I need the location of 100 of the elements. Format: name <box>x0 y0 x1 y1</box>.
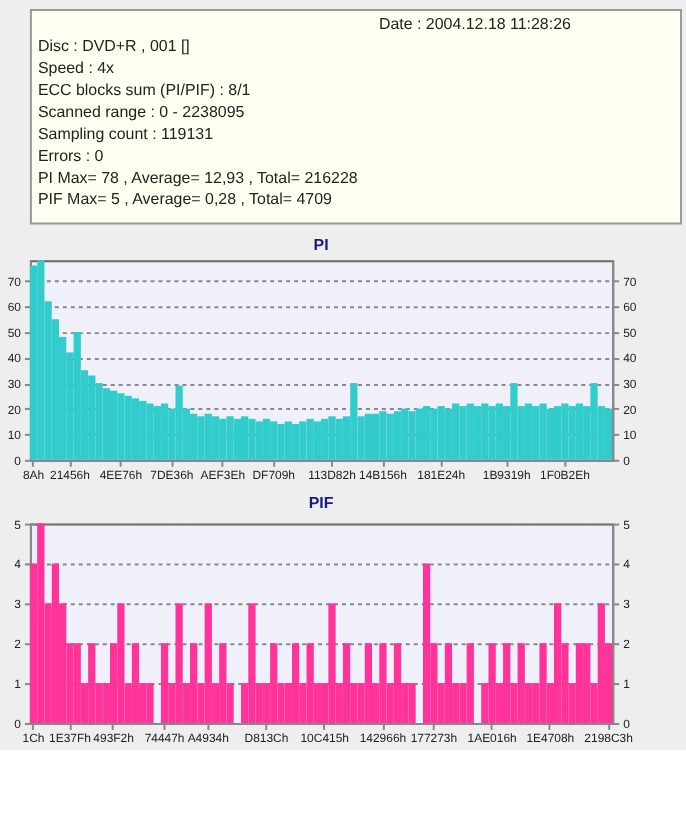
bar <box>575 403 584 460</box>
bar <box>270 421 278 460</box>
bar <box>364 643 373 723</box>
bar <box>583 643 591 723</box>
bar <box>466 403 474 460</box>
bar <box>466 643 474 723</box>
bar <box>517 643 525 723</box>
bar <box>408 683 416 723</box>
bar <box>226 416 234 460</box>
bar <box>248 603 256 723</box>
bar <box>117 393 125 460</box>
bar <box>313 421 322 460</box>
bar <box>219 418 227 460</box>
bar <box>139 400 147 460</box>
text: Date : 2004.12.18 11:28:26 <box>378 15 573 34</box>
bar <box>131 398 140 460</box>
bar <box>481 403 489 460</box>
bar <box>241 416 249 460</box>
bar <box>568 406 576 460</box>
bar <box>277 423 285 460</box>
bar <box>452 403 460 460</box>
bar <box>175 603 183 723</box>
bar <box>553 406 562 460</box>
bar <box>29 265 38 460</box>
bar <box>88 643 96 723</box>
bar <box>95 383 103 460</box>
bar <box>248 418 256 460</box>
bar <box>233 418 241 460</box>
bar <box>190 643 198 723</box>
bar <box>299 421 307 460</box>
bar <box>532 406 540 460</box>
text: ECC blocks sum (PI/PIF) : 8/1 <box>37 80 252 99</box>
bar <box>291 643 300 723</box>
bar <box>408 411 416 460</box>
text: Sampling count : 119131 <box>37 124 215 143</box>
text: Errors : 0 <box>37 146 105 165</box>
bar <box>510 383 518 460</box>
bar <box>37 523 45 723</box>
bar <box>255 421 263 460</box>
bar <box>590 383 598 460</box>
bar <box>197 416 205 460</box>
bar <box>372 413 380 460</box>
bar <box>124 395 132 460</box>
bar <box>117 603 125 723</box>
bar <box>131 643 140 723</box>
bar <box>604 408 613 460</box>
bar <box>364 413 373 460</box>
text: Speed : 4x <box>37 58 115 77</box>
bar <box>321 418 329 460</box>
bar <box>88 375 96 460</box>
bar <box>153 406 161 460</box>
bar <box>539 403 547 460</box>
bar <box>561 403 569 460</box>
bar <box>393 411 402 460</box>
bar <box>204 603 212 723</box>
bar <box>350 383 358 460</box>
bar <box>386 413 394 460</box>
text: Disc : DVD+R , 001 [] <box>37 36 190 55</box>
bar <box>437 406 445 460</box>
bar <box>342 643 351 723</box>
bar <box>291 423 300 460</box>
bar <box>488 643 496 723</box>
bar <box>422 563 431 723</box>
bar <box>284 421 292 460</box>
text: Scanned range : 0 - 2238095 <box>37 102 246 121</box>
bar <box>190 413 198 460</box>
bar <box>488 406 496 460</box>
bar <box>270 643 278 723</box>
bar <box>306 643 314 723</box>
bar <box>211 416 220 460</box>
bar <box>473 406 482 460</box>
bar <box>160 403 169 460</box>
chart-title: PIF <box>308 493 334 512</box>
text: PIF Max= 5 , Average= 0,28 , Total= 4709 <box>37 190 334 209</box>
chart-title: PI <box>313 236 329 255</box>
bar <box>444 408 453 460</box>
bar <box>539 643 547 723</box>
bar <box>175 385 183 460</box>
bar <box>102 388 110 460</box>
bar <box>459 406 467 460</box>
bar <box>575 643 584 723</box>
text: PI Max= 78 , Average= 12,93 , Total= 216228 <box>37 168 359 187</box>
bar <box>328 603 336 723</box>
bar <box>597 603 605 723</box>
bar <box>503 643 511 723</box>
bar <box>219 643 227 723</box>
bar <box>553 603 562 723</box>
bar <box>204 413 212 460</box>
bar <box>109 390 118 460</box>
bar <box>73 643 81 723</box>
bar <box>146 683 154 723</box>
bar <box>37 260 45 460</box>
bar <box>379 643 387 723</box>
bar <box>524 403 533 460</box>
bar <box>51 563 60 723</box>
bar <box>160 643 169 723</box>
bar <box>379 411 387 460</box>
bar <box>335 418 343 460</box>
bar <box>444 643 453 723</box>
bar <box>401 408 409 460</box>
